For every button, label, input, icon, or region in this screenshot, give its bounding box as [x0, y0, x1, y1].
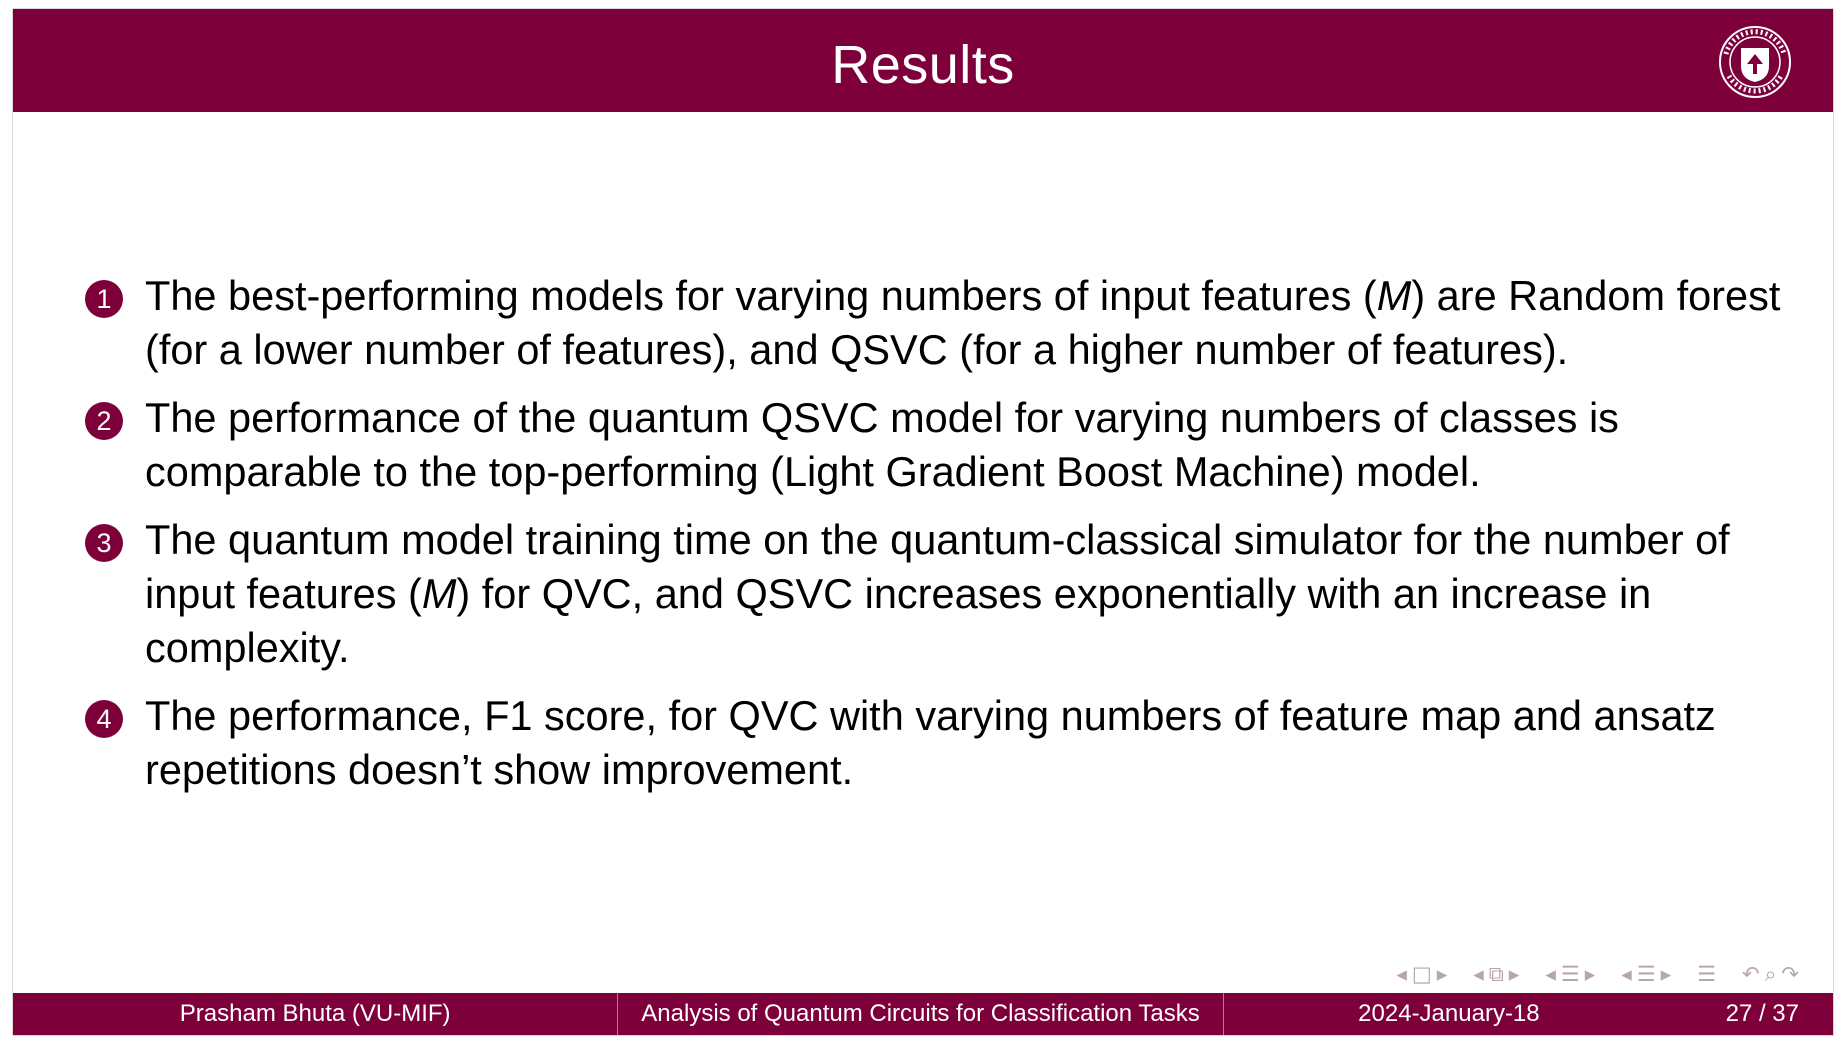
- item-3-text-start: The quantum model training time on the q…: [145, 516, 1730, 617]
- results-list: 1 The best-performing models for varying…: [85, 269, 1815, 811]
- variable-m-1: M: [1376, 272, 1412, 319]
- university-seal-icon: [1719, 26, 1791, 98]
- item-number-4: 4: [85, 700, 123, 738]
- subsection-icon[interactable]: ⧉: [1488, 962, 1504, 986]
- toc-navigation: ☰: [1697, 959, 1716, 989]
- appendix-navigation: ◂ ☰ ▸: [1621, 959, 1671, 989]
- header-bar: [13, 9, 1833, 112]
- frame-prev-icon[interactable]: ◂: [1396, 962, 1407, 986]
- section-navigation: ◂ ☰ ▸: [1545, 959, 1595, 989]
- frame-next-icon[interactable]: ▸: [1436, 962, 1448, 986]
- footer-bar: Prasham Bhuta (VU-MIF) Analysis of Quant…: [13, 993, 1833, 1035]
- appendix-next-icon[interactable]: ▸: [1660, 962, 1672, 986]
- item-3-text-end: ) for QVC, and QSVC increases exponentia…: [145, 570, 1652, 671]
- item-number-1: 1: [85, 280, 123, 318]
- footer-author: Prasham Bhuta (VU-MIF): [13, 993, 619, 1035]
- list-item-3: 3 The quantum model training time on the…: [85, 513, 1815, 675]
- back-icon[interactable]: ↶: [1742, 962, 1760, 986]
- section-prev-icon[interactable]: ◂: [1545, 962, 1556, 986]
- frame-navigation: ◂ □ ▸: [1396, 959, 1447, 989]
- slide-title: Results: [831, 35, 1015, 95]
- item-1-text-start: The best-performing models for varying n…: [145, 272, 1377, 319]
- item-4-text: The performance, F1 score, for QVC with …: [145, 692, 1716, 793]
- subsection-prev-icon[interactable]: ◂: [1473, 962, 1484, 986]
- list-item-2: 2 The performance of the quantum QSVC mo…: [85, 391, 1815, 499]
- section-next-icon[interactable]: ▸: [1584, 962, 1596, 986]
- subsection-navigation: ◂ ⧉ ▸: [1473, 959, 1519, 989]
- footer-date: 2024-January-18: [1358, 1000, 1540, 1027]
- slide: Results 1 The best-performing models for…: [12, 8, 1834, 1036]
- beamer-navigation: ◂ □ ▸ ◂ ⧉ ▸ ◂ ☰ ▸ ◂ ☰ ▸ ☰ ↶ ⌕ ↷: [1378, 959, 1799, 989]
- subsection-next-icon[interactable]: ▸: [1508, 962, 1520, 986]
- footer-presentation-title: Analysis of Quantum Circuits for Classif…: [618, 993, 1224, 1035]
- forward-icon[interactable]: ↷: [1781, 962, 1799, 986]
- toc-icon[interactable]: ☰: [1697, 962, 1717, 986]
- list-item-1: 1 The best-performing models for varying…: [85, 269, 1815, 377]
- frame-icon[interactable]: □: [1411, 962, 1432, 986]
- list-item-4: 4 The performance, F1 score, for QVC wit…: [85, 689, 1815, 797]
- appendix-prev-icon[interactable]: ◂: [1621, 962, 1632, 986]
- item-number-3: 3: [85, 524, 123, 562]
- section-icon[interactable]: ☰: [1560, 962, 1580, 986]
- appendix-icon[interactable]: ☰: [1636, 962, 1656, 986]
- page-number: 27 / 37: [1725, 1000, 1800, 1027]
- item-1-text-end: ) are Random forest (for a lower number …: [145, 272, 1781, 373]
- item-2-text: The performance of the quantum QSVC mode…: [145, 394, 1619, 495]
- search-icon[interactable]: ⌕: [1764, 962, 1777, 986]
- item-number-2: 2: [85, 402, 123, 440]
- variable-m-2: M: [421, 570, 457, 617]
- search-navigation: ↶ ⌕ ↷: [1742, 959, 1799, 989]
